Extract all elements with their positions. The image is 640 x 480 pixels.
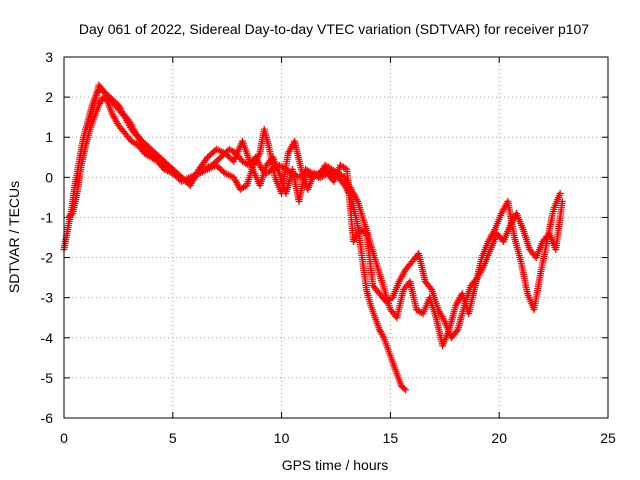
y-tick-label: -2	[41, 250, 54, 266]
y-tick-label: -1	[41, 209, 54, 225]
y-axis-label: SDTVAR / TECUs	[6, 181, 22, 293]
plot-frame	[63, 56, 609, 419]
data-point-marker	[490, 227, 498, 235]
data-points	[60, 81, 566, 394]
data-point-marker	[379, 332, 387, 340]
x-ticks: 0 5 10 15 20 25	[60, 57, 616, 446]
y-tick-label: 0	[45, 169, 53, 185]
data-point-marker	[255, 151, 263, 159]
data-point-marker	[400, 385, 408, 393]
data-point-marker	[353, 196, 361, 204]
y-tick-label: -3	[41, 290, 54, 306]
y-tick-label: 1	[45, 129, 53, 145]
x-tick-label: 15	[383, 430, 399, 446]
y-tick-label: -4	[41, 330, 54, 346]
y-tick-label: -6	[41, 410, 54, 426]
x-tick-label: 0	[60, 430, 68, 446]
data-point-marker	[440, 316, 448, 324]
y-tick-label: 2	[45, 89, 53, 105]
data-point-marker	[453, 327, 461, 335]
series-trace-c	[82, 81, 564, 350]
x-tick-label: 5	[169, 430, 177, 446]
x-tick-label: 25	[600, 430, 616, 446]
y-tick-label: 3	[45, 49, 53, 65]
x-tick-label: 20	[491, 430, 507, 446]
x-tick-label: 10	[274, 430, 290, 446]
data-point-marker	[402, 386, 410, 394]
chart-title: Day 061 of 2022, Sidereal Day-to-day VTE…	[79, 21, 589, 37]
data-point-marker	[556, 189, 564, 197]
x-axis-label: GPS time / hours	[282, 457, 389, 473]
data-point-marker	[426, 284, 434, 292]
y-tick-label: -5	[41, 370, 54, 386]
